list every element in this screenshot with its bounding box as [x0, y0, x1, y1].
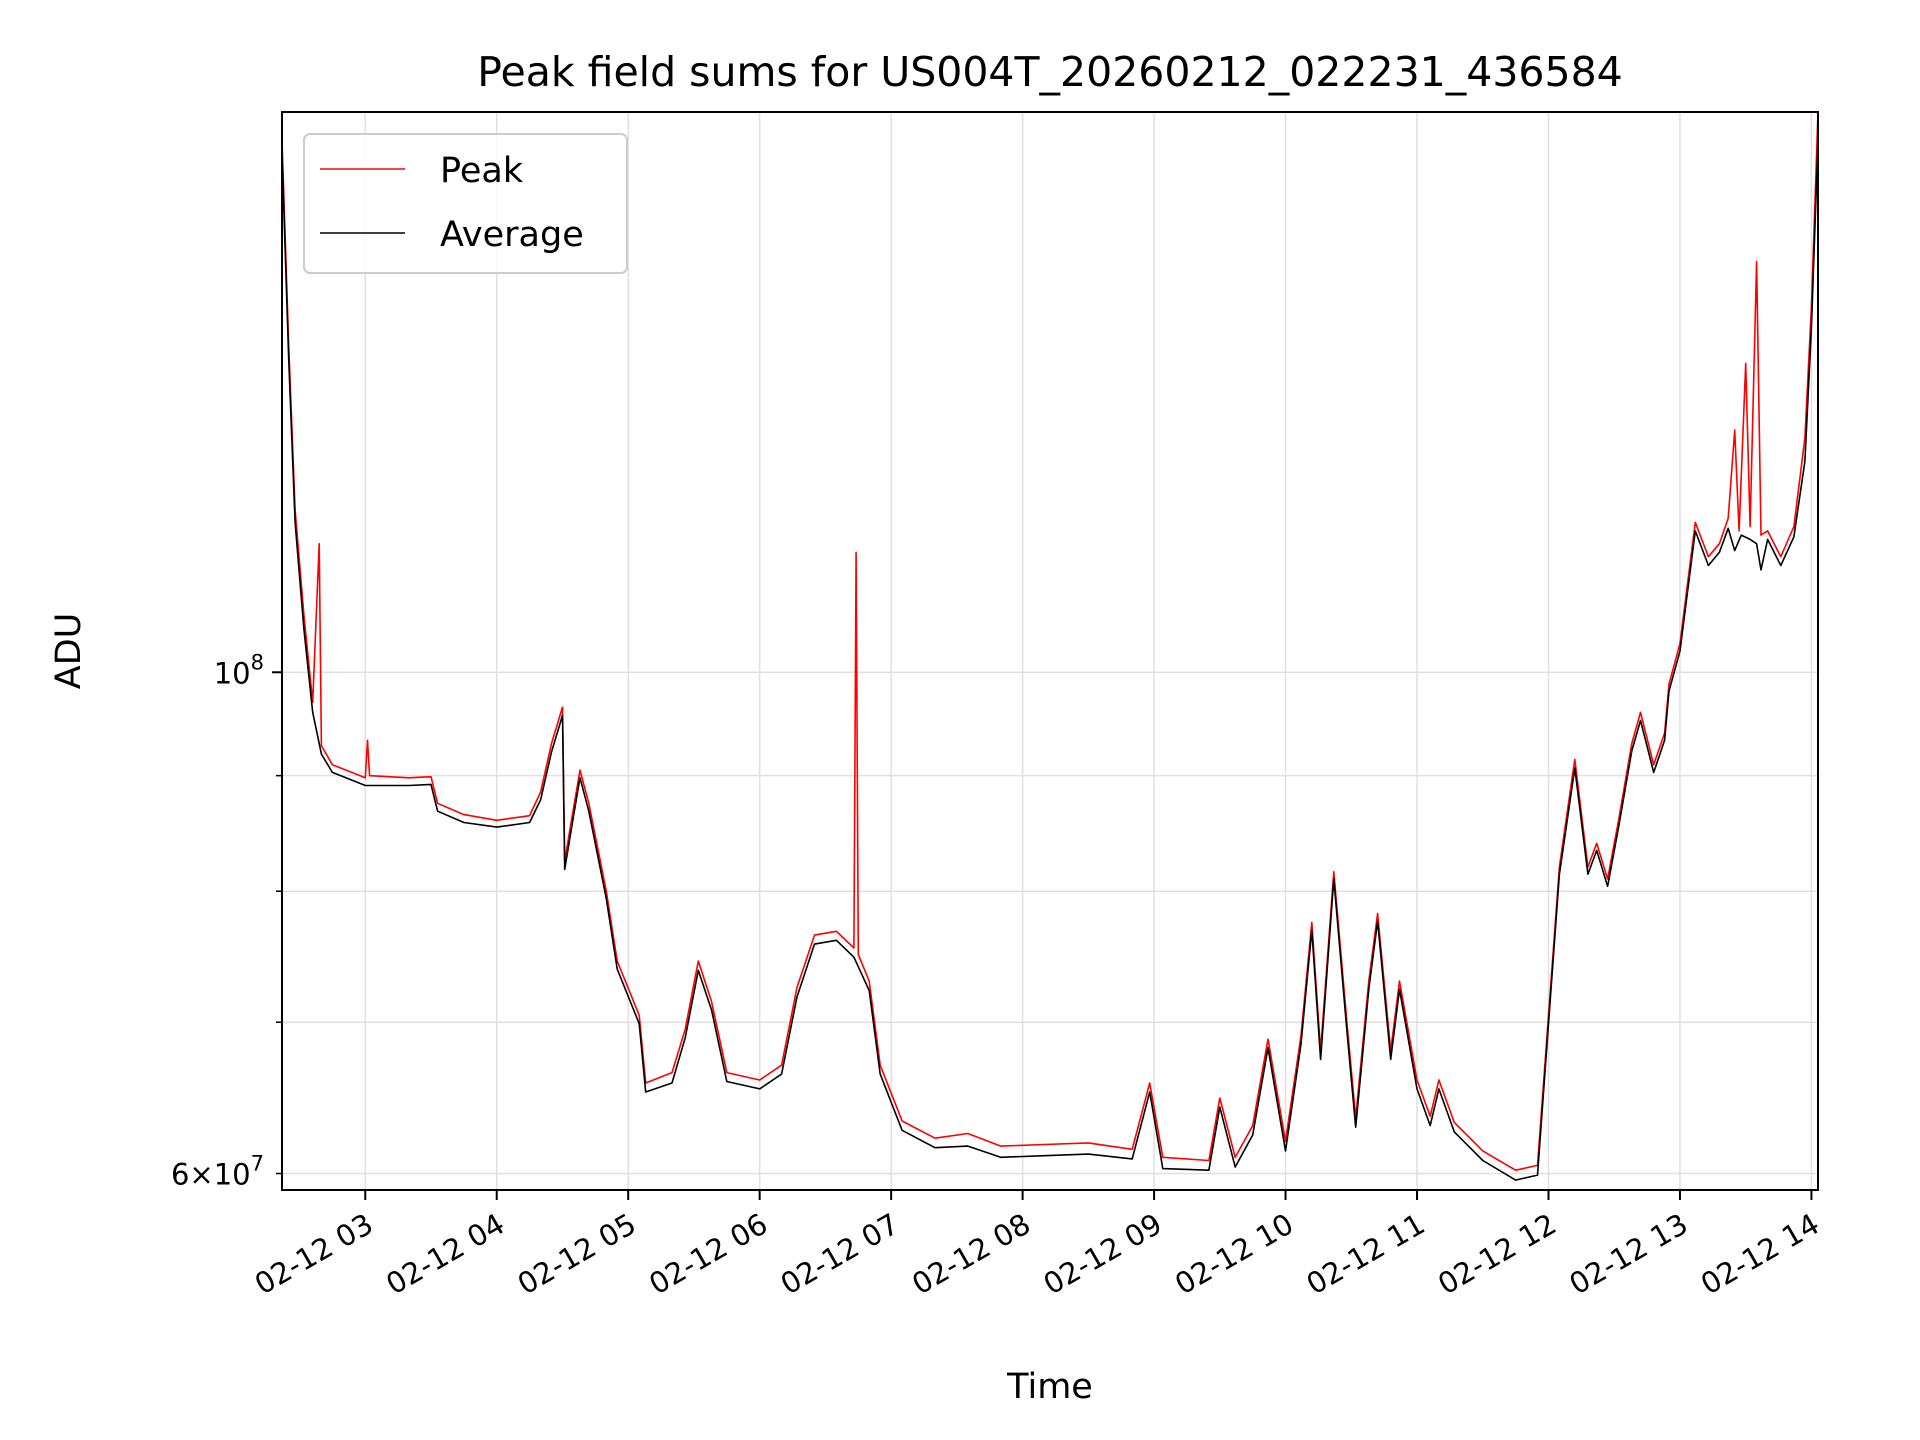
y-axis-label: ADU — [49, 613, 89, 690]
series-line-average — [281, 140, 1819, 1181]
chart-title: Peak field sums for US004T_20260212_0222… — [477, 48, 1623, 96]
plot-frame — [281, 111, 1819, 1191]
y-tick-label: 6×107 — [171, 1152, 264, 1192]
plot-area — [281, 111, 1819, 1181]
legend-label-peak: Peak — [440, 151, 524, 191]
x-axis-label: Time — [1006, 1367, 1093, 1407]
legend: Peak Average — [303, 133, 628, 274]
legend-label-average: Average — [440, 215, 584, 255]
